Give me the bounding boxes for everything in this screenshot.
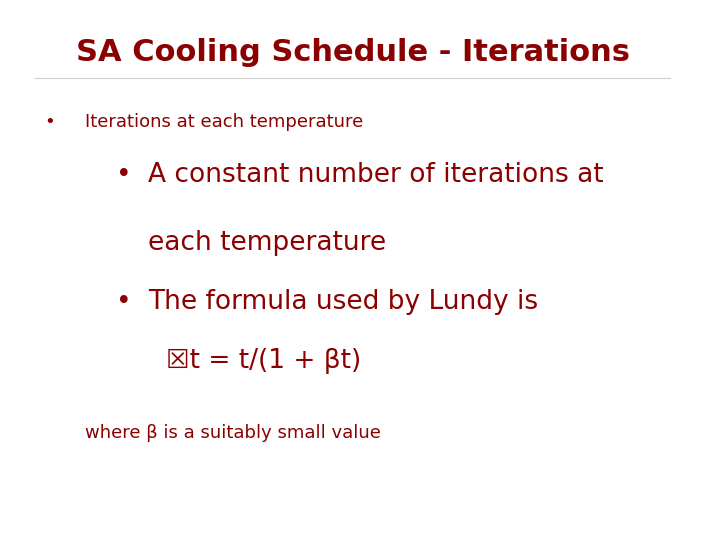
Text: •: • (44, 113, 55, 131)
Text: SA Cooling Schedule - Iterations: SA Cooling Schedule - Iterations (76, 38, 629, 67)
Text: •: • (116, 289, 131, 315)
Text: ☒t = t/(1 + βt): ☒t = t/(1 + βt) (166, 348, 361, 374)
Text: where β is a suitably small value: where β is a suitably small value (85, 424, 380, 442)
Text: •: • (116, 162, 131, 188)
Text: each temperature: each temperature (148, 230, 386, 255)
Text: Iterations at each temperature: Iterations at each temperature (85, 113, 363, 131)
Text: A constant number of iterations at: A constant number of iterations at (148, 162, 603, 188)
Text: The formula used by Lundy is: The formula used by Lundy is (148, 289, 539, 315)
